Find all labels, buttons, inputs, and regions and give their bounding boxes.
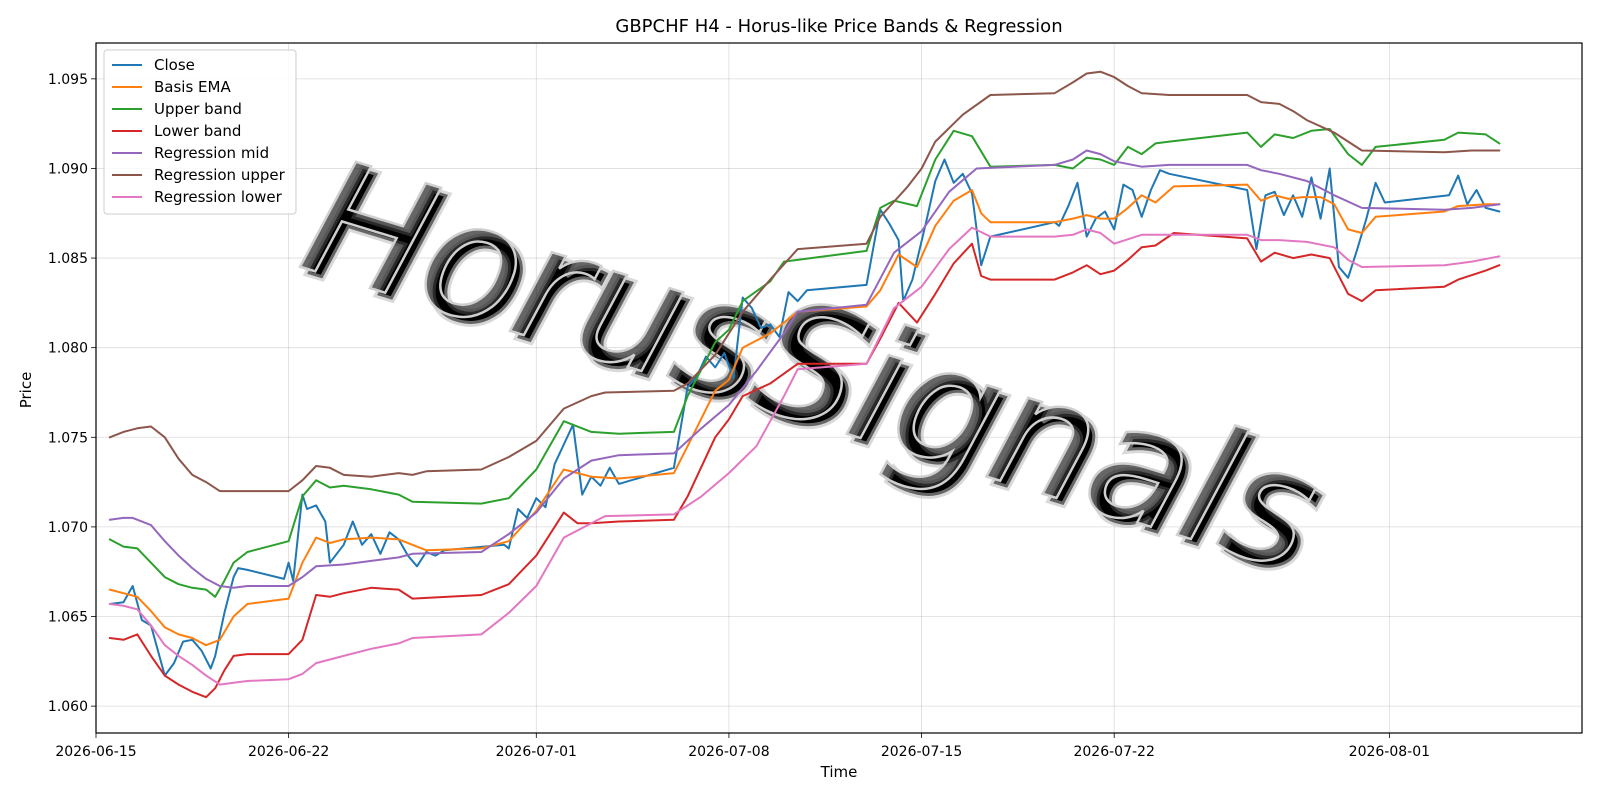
series-lines <box>108 70 1501 699</box>
x-tick: 2026-07-08 <box>688 733 770 760</box>
x-tick: 2026-07-15 <box>881 733 962 760</box>
y-axis-label: Price <box>17 372 35 409</box>
y-tick-label: 1.090 <box>48 161 88 177</box>
y-tick: 1.080 <box>48 341 96 357</box>
y-tick: 1.075 <box>48 430 96 446</box>
y-tick: 1.070 <box>48 520 96 536</box>
x-tick: 2026-07-22 <box>1073 733 1155 760</box>
axes-frame <box>95 42 1583 734</box>
y-tick-label: 1.080 <box>48 341 88 357</box>
y-tick: 1.065 <box>48 610 96 626</box>
legend-label-close: Close <box>154 56 195 74</box>
legend-label-upper-band: Upper band <box>154 100 242 118</box>
series-line-basis-ema <box>108 183 1501 647</box>
y-tick: 1.095 <box>48 72 96 88</box>
x-axis-label: Time <box>820 763 858 781</box>
y-tick-label: 1.060 <box>48 699 88 715</box>
y-tick-label: 1.070 <box>48 520 88 536</box>
y-tick-label: 1.085 <box>48 251 88 267</box>
legend-label-lower-band: Lower band <box>154 122 241 140</box>
chart-title: GBPCHF H4 - Horus-like Price Bands & Reg… <box>615 16 1062 37</box>
y-tick: 1.085 <box>48 251 96 267</box>
y-tick: 1.090 <box>48 161 96 177</box>
series-line-regression-mid <box>108 149 1501 589</box>
legend-label-regression-mid: Regression mid <box>154 144 269 162</box>
x-tick-label: 2026-06-15 <box>55 744 136 760</box>
x-tick: 2026-07-01 <box>496 733 577 760</box>
legend-label-regression-upper: Regression upper <box>154 166 286 184</box>
y-axis-ticks: 1.060 1.065 1.070 1.075 1.080 1.085 1.090 1.095 <box>48 72 96 715</box>
x-tick-label: 2026-07-22 <box>1073 744 1154 760</box>
series-line-lower-band <box>108 232 1501 699</box>
x-tick: 2026-06-15 <box>55 733 137 760</box>
legend-label-regression-lower: Regression lower <box>154 188 283 206</box>
y-tick-label: 1.075 <box>48 430 88 446</box>
series-line-upper-band <box>108 128 1501 598</box>
legend: Close Basis EMA Upper band Lower band Regres… <box>103 49 297 215</box>
y-tick-label: 1.095 <box>48 72 88 88</box>
x-tick-label: 2026-07-15 <box>881 744 962 760</box>
y-tick-label: 1.065 <box>48 610 88 626</box>
y-tick: 1.060 <box>48 699 96 715</box>
x-axis-ticks: 2026-06-15 2026-06-22 2026-07-01 2026-07-08… <box>55 733 1430 760</box>
legend-label-basis-ema: Basis EMA <box>154 78 231 96</box>
series-line-regression-upper <box>108 70 1501 493</box>
x-tick: 2026-08-01 <box>1349 733 1430 760</box>
x-tick-label: 2026-06-22 <box>248 744 329 760</box>
x-tick-label: 2026-07-01 <box>496 744 577 760</box>
series-line-regression-lower <box>108 226 1501 686</box>
grid-lines <box>95 43 1582 733</box>
legend-box <box>103 49 297 215</box>
x-tick: 2026-06-22 <box>248 733 329 760</box>
series-line-close <box>108 158 1501 677</box>
x-tick-label: 2026-07-08 <box>688 744 769 760</box>
x-tick-label: 2026-08-01 <box>1349 744 1430 760</box>
